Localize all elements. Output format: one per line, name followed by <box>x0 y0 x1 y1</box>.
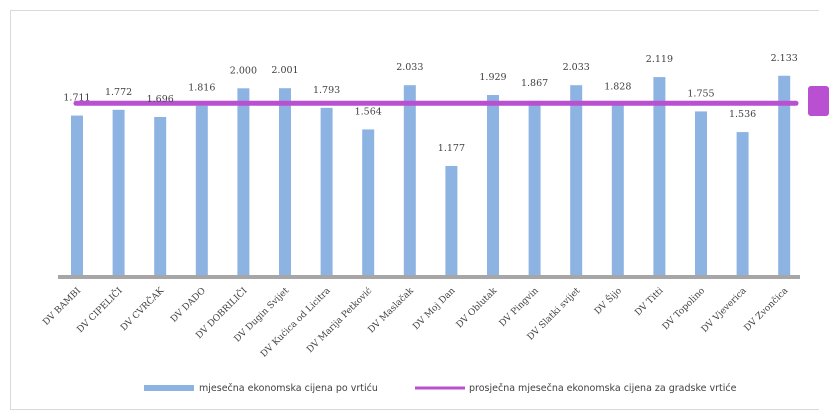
bar <box>237 88 249 277</box>
category-label: DV CVRČAK <box>118 284 167 333</box>
category-label: DV BAMBI <box>41 286 83 328</box>
bar <box>653 77 665 277</box>
category-label: DV Topolino <box>661 286 707 332</box>
category-label: DV Vjeverica <box>700 286 749 335</box>
data-label: 2.119 <box>646 54 673 65</box>
data-label: 2.033 <box>396 62 423 73</box>
data-label: 1.755 <box>687 88 714 99</box>
legend-bar-label: mjesečna ekonomska cijena po vrtiću <box>199 383 378 394</box>
data-label: 1.816 <box>188 83 215 94</box>
category-label: DV Titti <box>633 286 665 318</box>
data-label: 1.711 <box>63 93 90 104</box>
category-label: DV DADO <box>169 286 208 325</box>
bar <box>695 111 707 277</box>
category-label: DV Šijo <box>592 285 624 317</box>
data-label: 1.929 <box>479 72 506 83</box>
data-label: 1.772 <box>105 87 132 98</box>
data-label: 2.133 <box>771 53 798 64</box>
data-label: 1.536 <box>729 109 756 120</box>
data-label: 1.793 <box>313 85 340 96</box>
bar <box>612 105 624 277</box>
bar <box>321 108 333 277</box>
category-label: DV Moj Dan <box>411 286 457 332</box>
category-label: DV Oblutak <box>455 286 500 331</box>
bar <box>570 85 582 277</box>
bar <box>154 117 166 277</box>
legend-bar-swatch <box>144 385 194 391</box>
average-line-tag <box>808 86 829 116</box>
data-label: 2.000 <box>230 65 257 76</box>
category-label: DV Kućica od Licitra <box>258 285 333 360</box>
bar <box>404 85 416 277</box>
bar <box>71 116 83 277</box>
data-label: 2.001 <box>271 65 298 76</box>
bar <box>445 166 457 277</box>
bar <box>778 76 790 277</box>
data-label: 1.564 <box>355 106 382 117</box>
data-label: 1.696 <box>147 94 174 105</box>
data-label: 1.867 <box>521 78 548 89</box>
bar <box>196 106 208 277</box>
bar <box>113 110 125 277</box>
data-label: 2.033 <box>563 62 590 73</box>
bar <box>279 88 291 277</box>
bar <box>529 101 541 277</box>
data-label: 1.177 <box>438 143 465 154</box>
bar <box>487 95 499 277</box>
data-label: 1.828 <box>604 82 631 93</box>
category-label: DV Pingvin <box>498 286 541 329</box>
legend-line-label: prosječna mjesečna ekonomska cijena za g… <box>469 383 737 394</box>
bar <box>362 129 374 277</box>
category-label: DV Zvončica <box>742 285 791 334</box>
bar <box>737 132 749 277</box>
